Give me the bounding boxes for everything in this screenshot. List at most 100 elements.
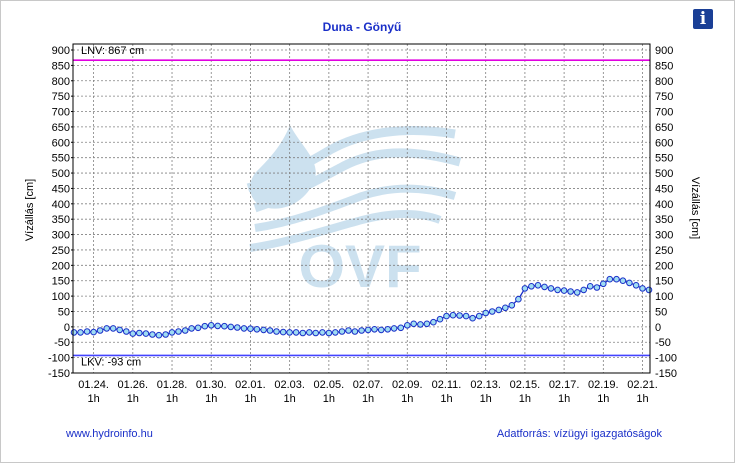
y-tick-label-left: 200 bbox=[52, 260, 70, 272]
data-point bbox=[502, 304, 509, 312]
data-point bbox=[207, 322, 215, 329]
y-tick-label-left: 650 bbox=[52, 122, 70, 134]
data-point bbox=[547, 285, 555, 292]
data-point bbox=[475, 312, 483, 320]
y-tick-label-right: 550 bbox=[655, 153, 673, 165]
data-point bbox=[482, 309, 490, 317]
axis-ticks: -150 -150 -100 -100 -50 -50 0 0 50 50 100 100 150 150… bbox=[48, 45, 677, 405]
data-point bbox=[332, 329, 339, 336]
data-point bbox=[371, 326, 378, 333]
data-point bbox=[462, 312, 470, 320]
data-point bbox=[639, 285, 646, 292]
reference-lines: LNV: 867 cm LKV: -93 cm bbox=[73, 45, 650, 368]
data-point bbox=[560, 287, 568, 294]
reference-line-label: LNV: 867 cm bbox=[81, 45, 144, 57]
data-point bbox=[181, 327, 189, 334]
data-point bbox=[345, 327, 352, 334]
y-tick-label-right: 300 bbox=[655, 230, 673, 242]
x-tick-label-hour: 1h bbox=[440, 393, 452, 405]
x-tick-label-date: 02.19. bbox=[588, 379, 619, 391]
data-point bbox=[123, 328, 130, 335]
y-tick-label-right: 50 bbox=[655, 306, 667, 318]
x-tick-label-hour: 1h bbox=[597, 393, 609, 405]
data-point bbox=[260, 326, 267, 334]
y-tick-label-left: 400 bbox=[52, 199, 70, 211]
grid-lines bbox=[73, 44, 650, 373]
y-tick-label-right: 600 bbox=[655, 137, 673, 149]
data-point bbox=[273, 328, 280, 335]
data-point bbox=[632, 282, 640, 289]
x-tick-label-hour: 1h bbox=[480, 393, 492, 405]
data-point bbox=[619, 277, 627, 285]
data-point bbox=[221, 322, 228, 330]
footer-source-link[interactable]: www.hydroinfo.hu bbox=[65, 428, 153, 440]
y-tick-label-right: 650 bbox=[655, 122, 673, 134]
data-point bbox=[397, 324, 405, 332]
x-tick-label-hour: 1h bbox=[401, 393, 413, 405]
x-tick-label-date: 02.01. bbox=[235, 379, 266, 391]
data-point bbox=[299, 329, 307, 337]
y-tick-label-right: 500 bbox=[655, 168, 673, 180]
reference-line-label: LKV: -93 cm bbox=[81, 356, 141, 368]
data-point bbox=[103, 325, 110, 332]
y-tick-label-left: -50 bbox=[54, 337, 70, 349]
data-point bbox=[266, 327, 274, 334]
data-point bbox=[109, 325, 117, 332]
y-tick-label-right: 800 bbox=[655, 76, 673, 88]
data-point bbox=[129, 330, 137, 337]
data-point bbox=[90, 328, 97, 336]
y-tick-label-left: 50 bbox=[58, 306, 70, 318]
data-point bbox=[116, 326, 123, 334]
x-tick-label-date: 02.07. bbox=[353, 379, 384, 391]
data-point bbox=[508, 302, 516, 309]
x-tick-label-date: 02.09. bbox=[392, 379, 423, 391]
data-point bbox=[306, 329, 313, 336]
data-point bbox=[567, 288, 574, 295]
y-tick-label-left: 750 bbox=[52, 91, 70, 103]
y-tick-label-left: 300 bbox=[52, 230, 70, 242]
data-point bbox=[430, 318, 437, 326]
data-point bbox=[168, 329, 176, 336]
data-point bbox=[580, 286, 588, 294]
y-tick-label-left: 550 bbox=[52, 153, 70, 165]
x-tick-label-hour: 1h bbox=[284, 393, 296, 405]
y-tick-label-left: 700 bbox=[52, 107, 70, 119]
data-point bbox=[351, 328, 359, 335]
data-point bbox=[554, 286, 561, 294]
data-point bbox=[417, 321, 424, 328]
data-point bbox=[436, 315, 444, 323]
data-point bbox=[593, 284, 601, 291]
y-tick-label-left: 350 bbox=[52, 214, 70, 226]
x-tick-label-hour: 1h bbox=[362, 393, 374, 405]
data-point bbox=[645, 286, 653, 294]
data-point bbox=[377, 326, 385, 334]
y-tick-label-left: 500 bbox=[52, 168, 70, 180]
data-point bbox=[410, 320, 418, 328]
data-point bbox=[214, 322, 221, 330]
y-tick-label-right: 450 bbox=[655, 183, 673, 195]
data-point bbox=[423, 320, 431, 328]
x-tick-label-date: 02.05. bbox=[314, 379, 345, 391]
ovf-watermark-logo: OVF bbox=[246, 125, 462, 300]
data-point bbox=[325, 329, 333, 337]
x-tick-label-hour: 1h bbox=[87, 393, 99, 405]
x-tick-label-date: 01.28. bbox=[157, 379, 188, 391]
data-point bbox=[162, 331, 169, 338]
y-tick-label-left: 100 bbox=[52, 291, 70, 303]
y-tick-label-right: 350 bbox=[655, 214, 673, 226]
info-button[interactable]: i bbox=[693, 9, 713, 29]
footer-data-source: Adatforrás: vízügyi igazgatóságok bbox=[497, 428, 663, 440]
data-point bbox=[515, 295, 522, 303]
x-tick-label-hour: 1h bbox=[244, 393, 256, 405]
data-point bbox=[626, 279, 633, 287]
y-tick-label-right: 700 bbox=[655, 107, 673, 119]
data-point bbox=[404, 322, 411, 329]
y-tick-label-right: 0 bbox=[655, 322, 661, 334]
y-tick-label-left: 900 bbox=[52, 45, 70, 57]
watermark-text: OVF bbox=[298, 233, 421, 300]
y-tick-label-left: -100 bbox=[48, 353, 70, 365]
data-point bbox=[443, 312, 450, 320]
y-tick-label-right: 900 bbox=[655, 45, 673, 57]
